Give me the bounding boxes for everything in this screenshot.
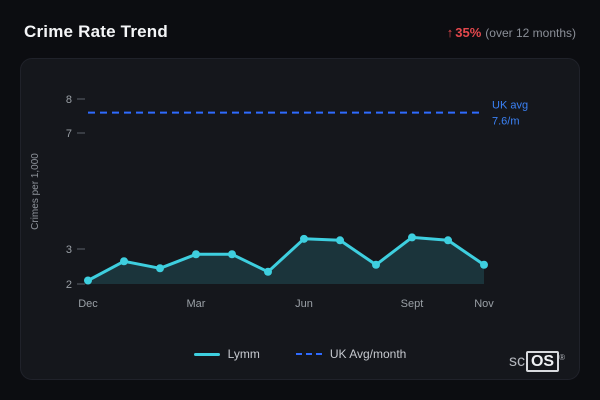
x-tick-label: Sept [401, 298, 424, 310]
lymm-data-point [120, 257, 128, 266]
x-tick-label: Mar [187, 298, 206, 310]
trend-stat: ↑ 35% (over 12 months) [447, 25, 576, 40]
legend-label-uk-avg: UK Avg/month [329, 347, 407, 361]
lymm-data-point [408, 233, 416, 242]
x-tick-label: Jun [295, 298, 313, 310]
legend-label-lymm: Lymm [227, 347, 260, 361]
x-tick-label: Dec [78, 298, 98, 310]
page-title: Crime Rate Trend [24, 22, 168, 41]
lymm-data-point [372, 260, 380, 269]
lymm-data-point [444, 236, 452, 245]
trend-chart-svg: 2 3 7 8 Dec Mar Jun Sept Nov UK avg 7.6/m Crimes pe… [30, 94, 528, 310]
logo-registered-mark: ® [559, 353, 565, 362]
chart-card: 2 3 7 8 Dec Mar Jun Sept Nov UK avg 7.6/m Crimes pe… [20, 58, 580, 380]
lymm-data-point [300, 234, 308, 243]
scos-logo: sc OS ® [508, 351, 565, 372]
y-tick-label: 3 [66, 244, 72, 256]
lymm-data-point [228, 250, 236, 259]
uk-avg-line-sample [295, 353, 322, 355]
lymm-data-point [336, 236, 344, 245]
legend-item-lymm[interactable]: Lymm [193, 347, 260, 361]
uk-avg-label-line2: 7.6/m [492, 116, 520, 128]
logo-boxed: OS [525, 351, 560, 372]
chart-legend: Lymm UK Avg/month [21, 347, 579, 361]
stat-note: (over 12 months) [485, 25, 576, 40]
lymm-data-point [192, 250, 200, 259]
y-tick-label: 8 [66, 94, 72, 106]
up-arrow-icon: ↑ [446, 24, 454, 40]
lymm-area [88, 237, 484, 284]
lymm-line-sample [193, 352, 220, 356]
y-axis-title: Crimes per 1,000 [30, 153, 41, 230]
logo-prefix: sc [508, 353, 525, 370]
legend-item-uk-avg[interactable]: UK Avg/month [295, 347, 407, 361]
lymm-line [86, 235, 486, 282]
lymm-data-point [480, 260, 488, 269]
header: Crime Rate Trend ↑ 35% (over 12 months) [0, 0, 600, 58]
y-tick-label: 7 [66, 128, 72, 140]
y-tick-label: 2 [66, 279, 72, 291]
lymm-data-point [156, 264, 164, 273]
stat-value: 35% [455, 24, 482, 40]
x-tick-label: Nov [474, 298, 494, 310]
lymm-data-point [264, 267, 272, 276]
lymm-data-point [84, 276, 92, 285]
uk-avg-label-line1: UK avg [492, 100, 528, 112]
